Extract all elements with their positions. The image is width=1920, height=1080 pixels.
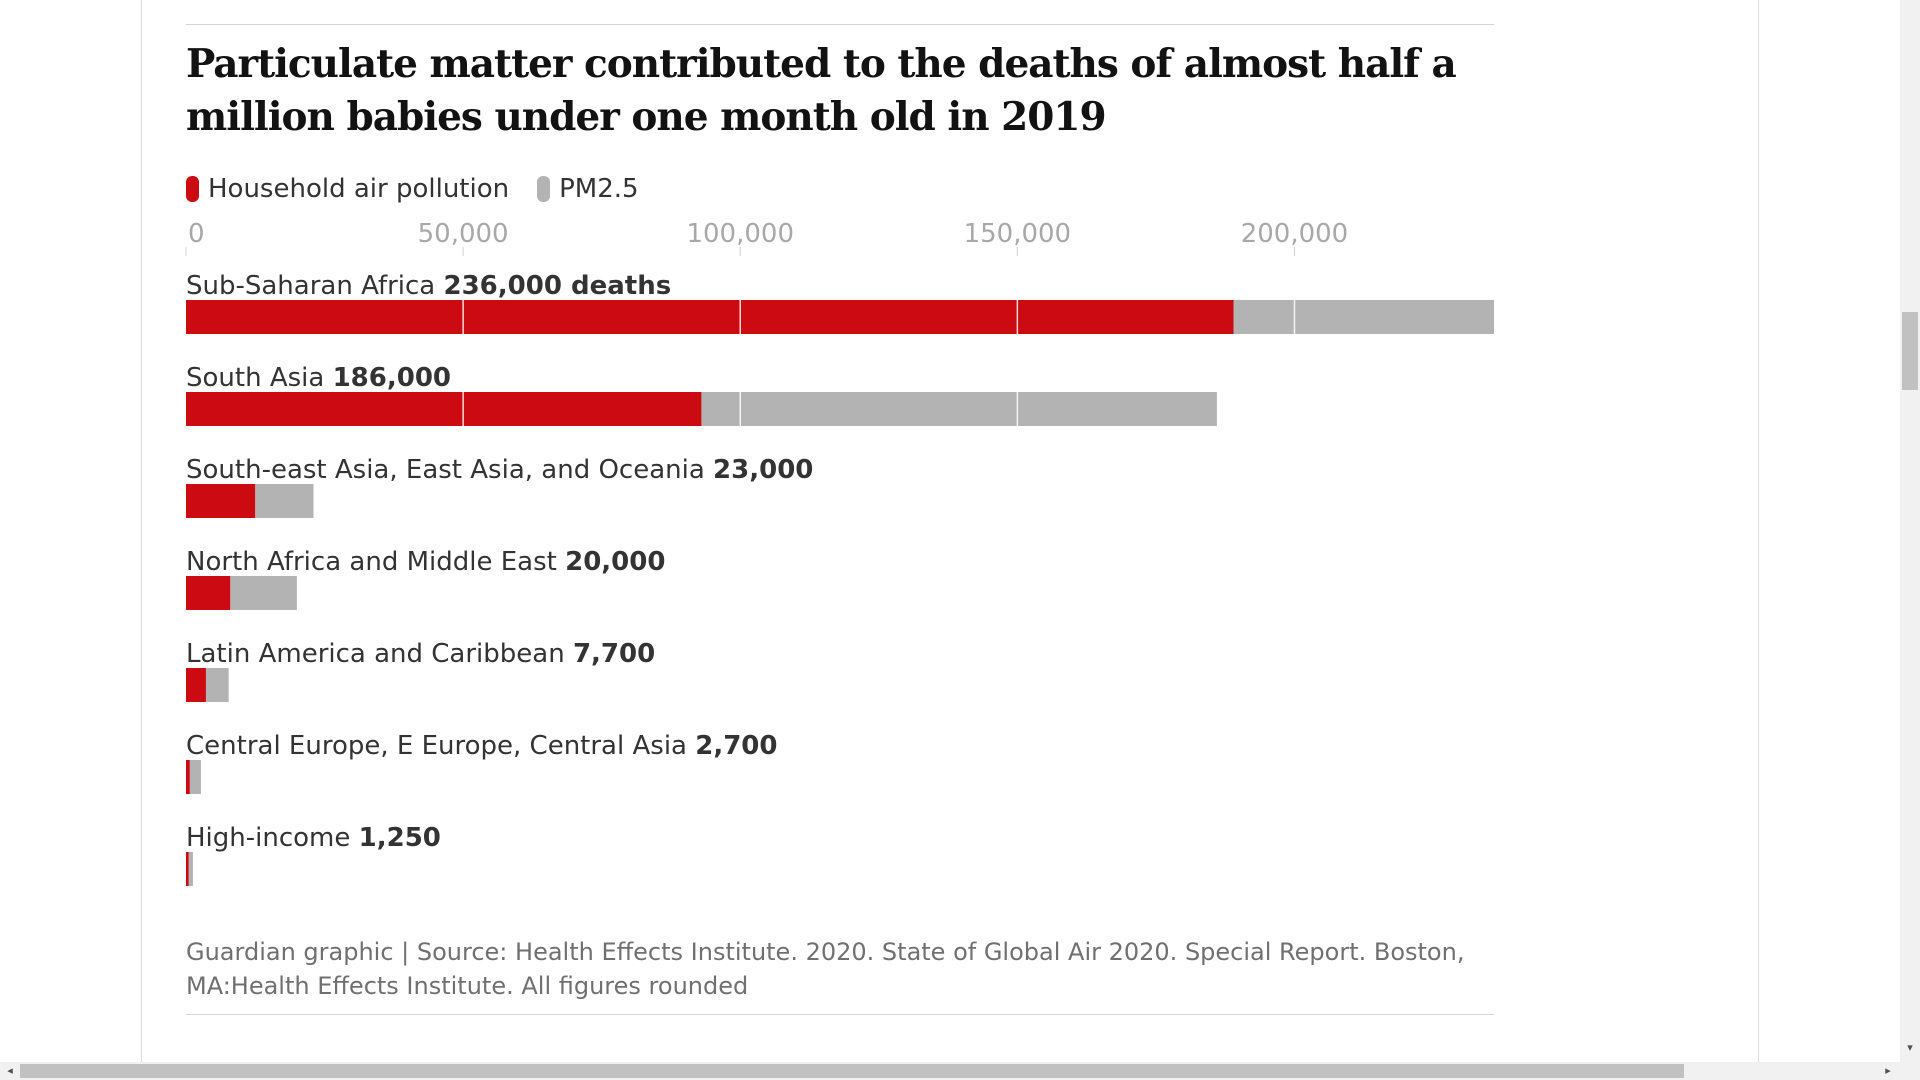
row-label: South-east Asia, East Asia, and Oceania … — [186, 455, 813, 485]
scroll-right-arrow-icon[interactable]: ▸ — [1885, 1064, 1891, 1077]
bar-household — [186, 576, 231, 610]
content-border-right — [1758, 0, 1759, 1064]
bar-household — [186, 668, 206, 702]
bottom-rule — [186, 1014, 1494, 1015]
row-label: Sub-Saharan Africa 236,000 deaths — [186, 271, 671, 301]
row-category-name: Latin America and Caribbean — [186, 639, 573, 669]
legend-item-pm25: PM2.5 — [537, 174, 639, 204]
bar-pm25 — [189, 760, 201, 794]
legend-label-household: Household air pollution — [208, 174, 510, 204]
bar-household — [186, 392, 702, 426]
row-total-value: 236,000 deaths — [444, 271, 672, 301]
bar-pm25 — [1233, 300, 1494, 334]
legend-swatch-household — [186, 176, 199, 202]
bar-pm25 — [230, 576, 297, 610]
row-category-name: North Africa and Middle East — [186, 547, 565, 577]
source-note: Guardian graphic | Source: Health Effect… — [186, 938, 1465, 1000]
row-category-name: High-income — [186, 823, 359, 853]
row-total-value: 1,250 — [359, 823, 441, 853]
row-category-name: Sub-Saharan Africa — [186, 271, 444, 301]
row-label: North Africa and Middle East 20,000 — [186, 547, 665, 577]
bar-household — [186, 300, 1234, 334]
row-total-value: 20,000 — [565, 547, 665, 577]
x-tick-label: 100,000 — [686, 219, 794, 249]
chart-title: Particulate matter contributed to the de… — [186, 41, 1457, 140]
row-category-name: South-east Asia, East Asia, and Oceania — [186, 455, 713, 485]
bar-household — [186, 760, 190, 794]
row-total-value: 7,700 — [573, 639, 655, 669]
row-total-value: 186,000 — [333, 363, 451, 393]
bar-pm25 — [255, 484, 314, 518]
row-total-value: 23,000 — [713, 455, 813, 485]
content-border-left — [141, 0, 142, 1064]
x-tick-label: 50,000 — [418, 219, 509, 249]
row-category-name: South Asia — [186, 363, 333, 393]
legend-item-household: Household air pollution — [186, 174, 509, 204]
bar-pm25 — [205, 668, 229, 702]
row-total-value: 2,700 — [695, 731, 777, 761]
scroll-left-arrow-icon[interactable]: ◂ — [7, 1064, 13, 1077]
legend-label-pm25: PM2.5 — [559, 174, 639, 204]
vertical-scrollbar-thumb[interactable] — [1902, 312, 1918, 390]
row-label: Latin America and Caribbean 7,700 — [186, 639, 655, 669]
x-tick-label: 150,000 — [964, 219, 1072, 249]
bar-pm25 — [188, 852, 193, 886]
scroll-down-arrow-icon[interactable]: ▾ — [1907, 1041, 1913, 1054]
bar-household — [186, 484, 256, 518]
top-rule — [186, 24, 1494, 25]
row-label: South Asia 186,000 — [186, 363, 451, 393]
row-label: High-income 1,250 — [186, 823, 441, 853]
legend-swatch-pm25 — [537, 176, 551, 202]
row-label: Central Europe, E Europe, Central Asia 2… — [186, 731, 777, 761]
x-tick-label: 200,000 — [1241, 219, 1349, 249]
bar-pm25 — [701, 392, 1217, 426]
bar-household — [186, 852, 189, 886]
x-tick-label: 0 — [188, 219, 205, 249]
vertical-scrollbar[interactable] — [1900, 0, 1920, 1064]
chart-legend: Household air pollution PM2.5 — [186, 171, 667, 207]
bar-chart: 0 50,000 100,000 150,000 200,000 Sub-Saharan … — [185, 219, 1494, 886]
row-category-name: Central Europe, E Europe, Central Asia — [186, 731, 695, 761]
horizontal-scrollbar-thumb[interactable] — [20, 1064, 1684, 1078]
